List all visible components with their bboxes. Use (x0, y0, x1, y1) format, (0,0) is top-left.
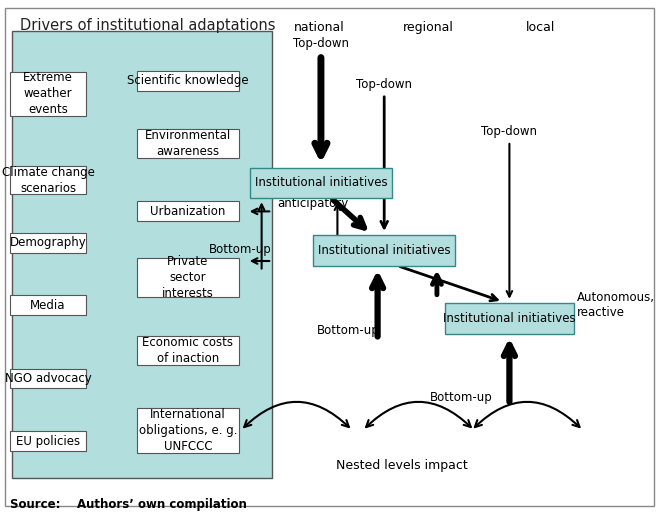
FancyArrowPatch shape (475, 402, 579, 427)
Text: International
obligations, e. g.
UNFCCC: International obligations, e. g. UNFCCC (138, 408, 237, 453)
Text: Climate change
scenarios: Climate change scenarios (2, 165, 94, 195)
Text: Media: Media (30, 299, 66, 312)
Bar (136, 258, 239, 297)
Text: Autonomous,
reactive: Autonomous, reactive (577, 291, 654, 319)
Bar (10, 431, 86, 451)
Text: local: local (526, 21, 555, 34)
Bar (10, 166, 86, 195)
Text: Top-down: Top-down (357, 78, 412, 91)
Text: Urbanization: Urbanization (150, 205, 225, 218)
Bar (136, 337, 239, 365)
Bar (314, 235, 455, 266)
Text: Scientific knowledge: Scientific knowledge (127, 75, 248, 87)
Bar (136, 201, 239, 221)
Bar (10, 369, 86, 388)
Bar (10, 233, 86, 253)
Text: Private
sector
interests: Private sector interests (162, 255, 214, 300)
Bar (136, 129, 239, 158)
Text: Bottom-up: Bottom-up (430, 392, 493, 405)
Bar (12, 31, 272, 478)
Text: Bottom-up: Bottom-up (209, 243, 272, 256)
Text: Drivers of institutional adaptations: Drivers of institutional adaptations (20, 18, 275, 33)
Bar (445, 303, 573, 334)
Text: EU policies: EU policies (16, 435, 80, 447)
Text: Nested levels impact: Nested levels impact (336, 459, 468, 472)
Text: Top-down: Top-down (482, 125, 537, 138)
Text: regional: regional (403, 21, 454, 34)
Bar (136, 408, 239, 453)
FancyArrowPatch shape (366, 402, 471, 427)
Text: Institutional initiatives: Institutional initiatives (254, 176, 387, 189)
Text: Demography: Demography (10, 236, 86, 249)
Text: Source:    Authors’ own compilation: Source: Authors’ own compilation (10, 497, 246, 511)
Text: NGO advocacy: NGO advocacy (5, 372, 92, 385)
Text: Institutional initiatives: Institutional initiatives (318, 244, 451, 257)
Bar (10, 72, 86, 116)
Bar (250, 168, 391, 198)
Text: Planned,
anticipatory: Planned, anticipatory (277, 182, 348, 210)
FancyArrowPatch shape (244, 402, 349, 427)
Text: Economic costs
of inaction: Economic costs of inaction (142, 336, 233, 365)
Text: Extreme
weather
events: Extreme weather events (23, 72, 73, 116)
Text: national: national (294, 21, 345, 34)
Text: Environmental
awareness: Environmental awareness (145, 129, 231, 158)
Bar (136, 71, 239, 91)
Text: Top-down: Top-down (293, 37, 349, 50)
Text: Bottom-up: Bottom-up (316, 324, 380, 337)
Text: Institutional initiatives: Institutional initiatives (443, 312, 576, 325)
Bar (10, 295, 86, 315)
